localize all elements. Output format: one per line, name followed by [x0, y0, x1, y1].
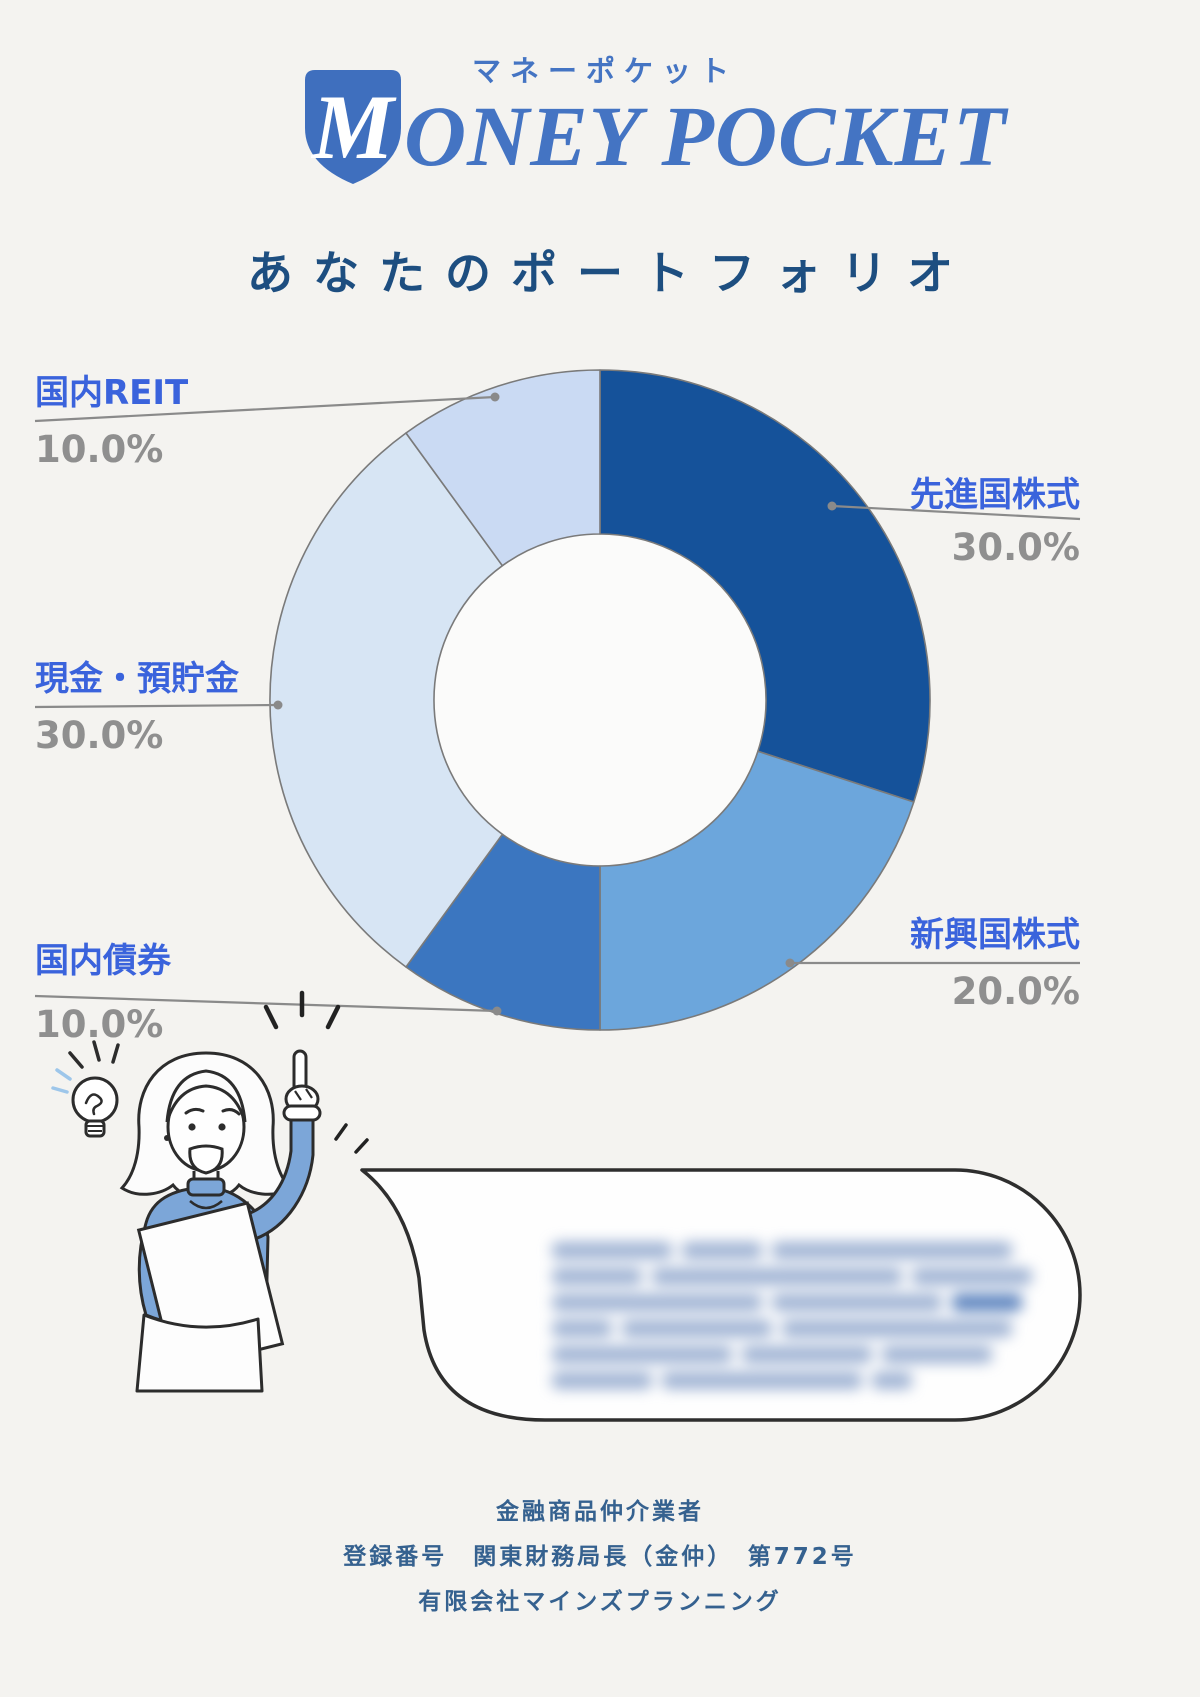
- segment-label-2: 国内債券: [35, 941, 171, 981]
- leader-dot-4: [490, 392, 500, 402]
- segment-label-3: 現金・預貯金: [35, 659, 239, 699]
- mouth: [188, 1144, 224, 1175]
- segment-percent-0: 30.0%: [951, 526, 1080, 569]
- cuff: [282, 1104, 322, 1122]
- footer-line-intermediary: 金融商品仲介業者: [496, 1499, 704, 1525]
- knuckles: [294, 1088, 313, 1101]
- earring: [164, 1135, 170, 1141]
- donut-segment-0: [599, 369, 931, 803]
- collar-detail: [189, 1200, 223, 1210]
- logo-monogram: M: [310, 76, 397, 178]
- money-pocket-shield-icon: M: [305, 70, 401, 184]
- shield-shape: [305, 70, 401, 184]
- lightbulb-icon: [71, 1076, 119, 1138]
- segment-percent-3: 30.0%: [35, 714, 164, 757]
- segment-percent-2: 10.0%: [35, 1003, 164, 1046]
- donut-segments: [269, 369, 931, 1031]
- skirt: [135, 1313, 264, 1393]
- leader-line-3: [34, 703, 279, 709]
- right-eye: [218, 1123, 226, 1131]
- segment-percent-1: 20.0%: [951, 970, 1080, 1013]
- leader-lines: [34, 392, 1081, 1016]
- woman-illustration: [51, 990, 369, 1393]
- segment-percent-4: 10.0%: [35, 428, 164, 471]
- leader-line-0: [831, 504, 1081, 521]
- donut-segment-1: [599, 750, 915, 1031]
- leader-dot-0: [827, 501, 837, 511]
- eyebrows: [184, 1107, 241, 1116]
- raised-arm: [243, 1115, 315, 1241]
- collar: [186, 1177, 226, 1197]
- segment-label-4: 国内REIT: [35, 373, 189, 413]
- donut-segment-4: [405, 369, 601, 567]
- speech-bubble-blurred-text: [552, 1242, 1044, 1412]
- leader-dot-2: [492, 1006, 502, 1016]
- lightbulb-rays-icon: [68, 1040, 120, 1069]
- page-title: あなたのポートフォリオ: [247, 245, 973, 300]
- left-eye: [188, 1123, 196, 1131]
- leader-dot-1: [785, 958, 795, 968]
- leader-line-2: [34, 994, 498, 1013]
- segment-label-0: 先進国株式: [910, 475, 1080, 515]
- donut-hole: [434, 534, 766, 866]
- logo-wordmark: ONEY POCKET: [404, 88, 1007, 184]
- woman-figure: [119, 1049, 322, 1393]
- emphasis-marks-small-icon: [334, 1123, 369, 1154]
- footer-line-registration: 登録番号 関東財務局長（金仲） 第772号: [343, 1544, 857, 1570]
- leader-line-4: [34, 395, 496, 423]
- logo-katakana: マネーポケット: [471, 54, 738, 88]
- footer: 金融商品仲介業者 登録番号 関東財務局長（金仲） 第772号 有限会社マインズプ…: [0, 1490, 1200, 1625]
- segment-label-1: 新興国株式: [910, 915, 1080, 955]
- donut-segment-3: [269, 432, 504, 968]
- footer-line-company: 有限会社マインズプランニング: [418, 1589, 782, 1615]
- fringe: [165, 1069, 247, 1123]
- emphasis-marks-icon: [263, 990, 341, 1030]
- leader-dot-3: [273, 700, 283, 710]
- lightbulb-rays-blue-icon: [51, 1068, 72, 1094]
